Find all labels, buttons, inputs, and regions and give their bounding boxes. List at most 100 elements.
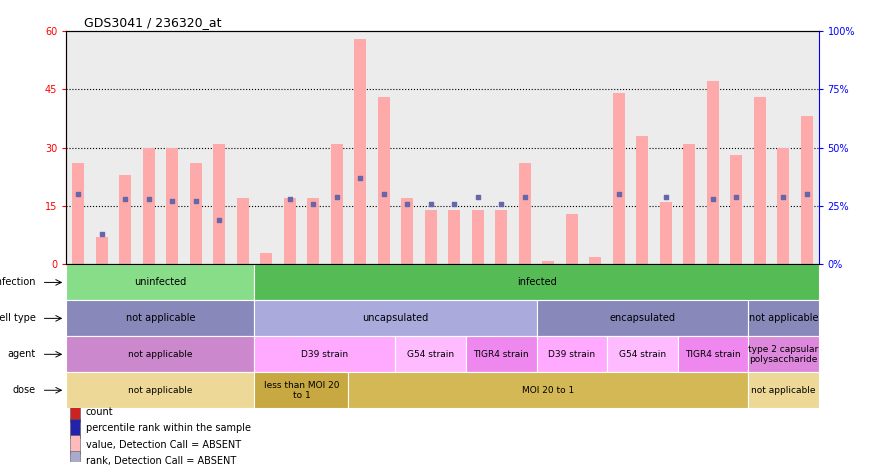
Bar [70,403,80,422]
Point [71,191,85,198]
Bar [707,82,719,264]
Bar [613,93,625,264]
Bar [70,419,80,438]
Bar [519,163,531,264]
Text: percentile rank within the sample: percentile rank within the sample [86,423,251,433]
Bar [536,337,607,372]
Bar [237,198,249,264]
Text: MOI 20 to 1: MOI 20 to 1 [522,386,574,395]
Point [353,174,367,182]
Bar [496,210,507,264]
Bar [801,117,812,264]
Bar [748,372,819,408]
Point [471,193,485,201]
Bar [378,97,389,264]
Point [612,191,626,198]
Bar [119,175,131,264]
Bar [748,301,819,337]
Bar [354,38,366,264]
Bar [607,337,678,372]
Bar [543,261,554,264]
Text: infected: infected [517,277,557,287]
Point [329,193,343,201]
Text: G54 strain: G54 strain [619,350,666,359]
Text: rank, Detection Call = ABSENT: rank, Detection Call = ABSENT [86,456,236,466]
Point [776,193,790,201]
Text: cell type: cell type [0,313,35,323]
Bar [284,198,296,264]
Text: D39 strain: D39 strain [302,350,349,359]
Bar [255,337,396,372]
Text: GDS3041 / 236320_at: GDS3041 / 236320_at [84,17,221,29]
Bar [66,301,255,337]
Text: uncapsulated: uncapsulated [362,313,428,323]
Point [800,191,814,198]
Point [729,193,743,201]
Text: G54 strain: G54 strain [407,350,454,359]
Bar [748,337,819,372]
Point [377,191,391,198]
Text: D39 strain: D39 strain [548,350,596,359]
Text: not applicable: not applicable [128,386,193,395]
Point [95,230,109,238]
Point [165,198,180,205]
Bar [349,372,748,408]
Bar [566,214,578,264]
Bar [660,202,672,264]
Point [447,200,461,208]
Point [658,193,673,201]
Point [282,195,296,203]
Point [518,193,532,201]
Bar [166,147,178,264]
Bar [73,163,84,264]
Bar [754,97,766,264]
Bar [255,301,536,337]
Text: not applicable: not applicable [751,386,816,395]
Bar [66,372,255,408]
Bar [402,198,413,264]
Text: dose: dose [12,385,35,395]
Bar [589,256,601,264]
Bar [778,147,789,264]
Bar [66,264,255,301]
Bar [683,144,696,264]
Point [212,216,227,224]
Bar [425,210,436,264]
Bar [331,144,342,264]
Bar [142,147,155,264]
Text: type 2 capsular
polysaccharide: type 2 capsular polysaccharide [748,345,819,364]
Bar [536,301,748,337]
Point [142,195,156,203]
Text: TIGR4 strain: TIGR4 strain [685,350,741,359]
Bar [70,451,80,470]
Point [400,200,414,208]
Point [306,200,320,208]
Point [705,195,720,203]
Text: count: count [86,407,113,417]
Bar [396,337,466,372]
Bar [472,210,483,264]
Bar [678,337,748,372]
Bar [66,337,255,372]
Text: infection: infection [0,277,35,287]
Text: less than MOI 20
to 1: less than MOI 20 to 1 [264,381,339,400]
Bar [255,264,819,301]
Text: not applicable: not applicable [126,313,196,323]
Bar [96,237,107,264]
Bar [189,163,202,264]
Bar [70,435,80,454]
Bar [255,372,349,408]
Text: not applicable: not applicable [749,313,818,323]
Point [494,200,508,208]
Text: encapsulated: encapsulated [609,313,675,323]
Bar [730,155,743,264]
Point [424,200,438,208]
Text: value, Detection Call = ABSENT: value, Detection Call = ABSENT [86,439,241,450]
Bar [260,253,272,264]
Bar [213,144,225,264]
Bar [307,198,319,264]
Point [189,198,203,205]
Bar [636,136,648,264]
Bar [466,337,536,372]
Point [118,195,132,203]
